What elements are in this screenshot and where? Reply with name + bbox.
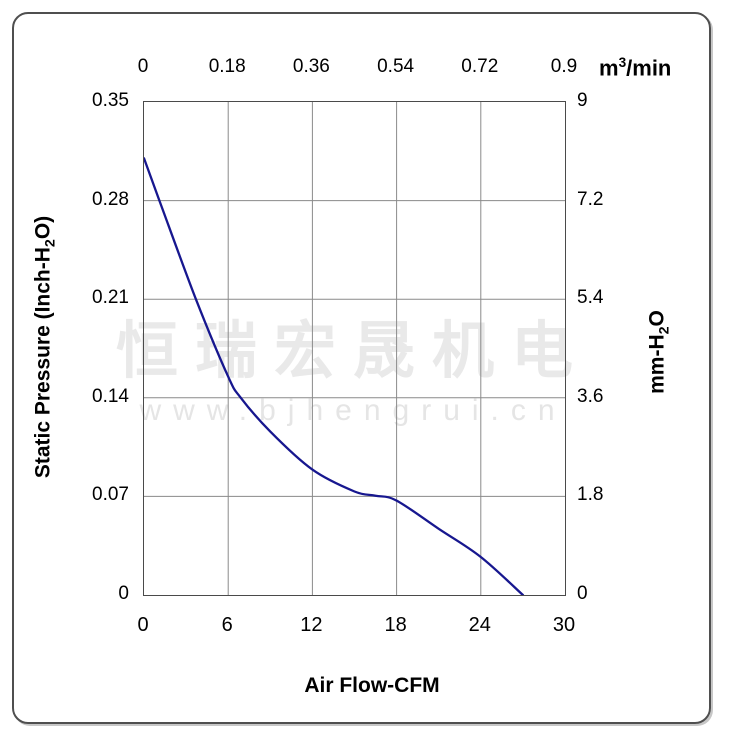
right-tick-label: 5.4 [577, 287, 604, 309]
top-tick-label: 0.36 [292, 56, 330, 77]
bottom-tick-label: 12 [300, 614, 323, 636]
left-tick-label: 0.21 [92, 287, 129, 309]
left-tick-label: 0.28 [92, 188, 129, 210]
right-tick-label: 0 [577, 583, 588, 604]
bottom-tick-label: 6 [221, 614, 233, 636]
right-tick-label: 9 [577, 90, 588, 111]
left-tick-label: 0 [118, 583, 129, 604]
top-tick-label: 0.9 [550, 56, 578, 77]
top-tick-label: 0.54 [377, 56, 415, 77]
static-pressure-curve [144, 157, 525, 595]
pressure-curve-svg [144, 102, 565, 595]
bottom-tick-label: 30 [552, 614, 576, 636]
plot-area [143, 101, 566, 596]
watermark-chinese: 恒瑞宏晟机电 [115, 317, 591, 386]
watermark-url: www.bjhengrui.cn [139, 394, 567, 427]
right-tick-label: 7.2 [577, 188, 604, 210]
right-tick-label: 1.8 [577, 484, 604, 506]
right-axis-title: mm-H2O [645, 310, 673, 394]
bottom-axis-title: Air Flow-CFM [304, 674, 440, 697]
left-tick-label: 0.07 [92, 484, 129, 506]
top-tick-label: 0 [137, 56, 149, 77]
left-tick-label: 0.35 [92, 90, 129, 111]
left-tick-label: 0.14 [92, 385, 129, 407]
right-tick-label: 3.6 [577, 385, 604, 407]
top-tick-label: 0.72 [461, 56, 499, 77]
top-axis-unit-label: m3/min [599, 55, 672, 81]
bottom-tick-label: 18 [384, 614, 407, 636]
rounded-border-frame [12, 12, 711, 724]
top-tick-label: 0.18 [208, 56, 246, 77]
bottom-tick-label: 0 [137, 614, 149, 636]
bottom-tick-label: 24 [468, 614, 491, 636]
left-axis-title: Static Pressure (Inch-H2O) [31, 215, 59, 479]
